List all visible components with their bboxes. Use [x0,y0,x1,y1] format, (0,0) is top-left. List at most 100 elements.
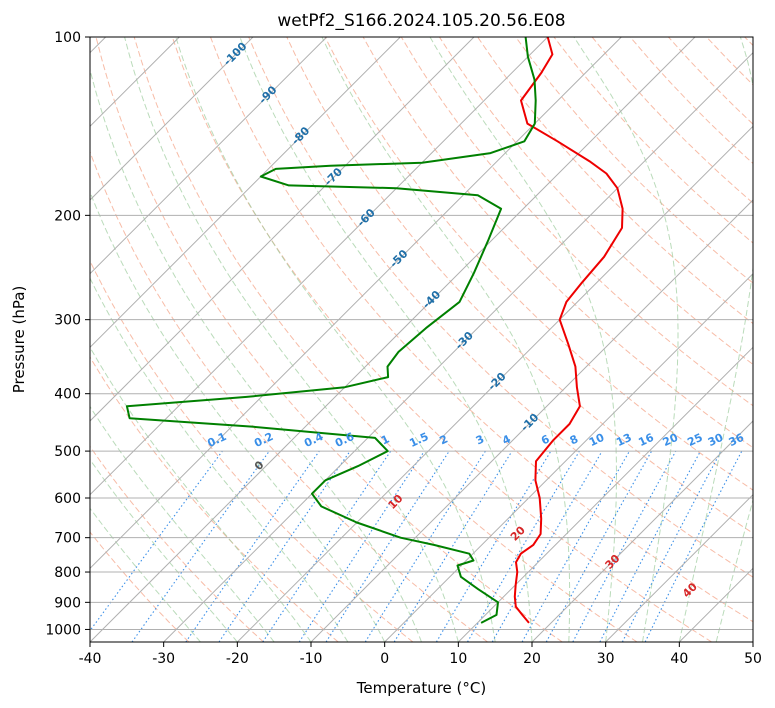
isotherm-line [752,641,753,642]
x-tick-label: -30 [152,651,175,667]
y-tick-label: 500 [54,444,81,460]
temperature-profile-line [513,37,624,624]
isotherm-line [678,567,753,642]
y-tick-label: 200 [54,208,81,224]
isotherm-line [605,493,753,642]
x-tick-label: 0 [380,651,389,667]
mixing-ratio-line [545,450,653,642]
isotherm-line [310,199,753,642]
moist-adiabat [90,458,238,642]
moist-adiabat [90,67,422,642]
moist-adiabat [90,346,312,642]
mixing-ratio-label: 16 [636,431,656,449]
mixing-ratio-label: 2 [438,432,450,447]
mixing-ratio-line [644,450,743,642]
isotherm-line [163,51,753,642]
mixing-ratio-label: 30 [706,431,726,449]
moist-adiabat-label: 40 [680,580,700,600]
isotherm-line [90,37,475,422]
mixing-ratio-label: 0.2 [252,430,275,450]
x-tick-label: 40 [670,651,688,667]
dry-adiabat [706,37,753,86]
isotherm-line [90,37,401,349]
y-tick-label: 400 [54,387,81,403]
moist-adiabat [90,507,201,642]
dry-adiabat [90,150,488,642]
dry-adiabat [95,37,563,642]
profile-lines [125,37,624,624]
isotherm-line [90,37,254,201]
mixing-ratio-label: 25 [685,431,704,449]
moist-adiabat [175,37,496,642]
mixing-ratio-line [131,450,270,642]
mixing-ratio-line [185,450,320,642]
y-tick-label: 900 [54,595,81,611]
dry-adiabat [438,37,753,366]
mixing-ratio-label: 1.5 [407,430,430,450]
moist-adiabat-label: 10 [386,492,406,512]
dry-adiabat [515,37,753,284]
isotherm-line [90,37,549,496]
moist-adiabat-label: 0 [252,458,267,473]
dry-adiabat [744,37,753,47]
mixing-ratio-line [572,450,677,642]
moist-adiabat [678,37,753,642]
mixing-ratio-label: 3 [474,432,486,447]
mixing-ratio-line [90,450,223,632]
isotherm-line [236,125,753,642]
dewpoint-profile-line [125,37,537,624]
x-tick-label: -10 [300,651,323,667]
dry-adiabat [668,37,753,125]
mixing-ratio-label: 13 [614,431,633,449]
y-axis-title: Pressure (hPa) [10,286,28,394]
mixing-ratio-line [325,450,450,642]
mixing-ratio-line [521,450,630,642]
axes: -40 -30 -20 -10 0 10 20 30 40 5010020030040050060… [45,30,762,667]
moist-adiabat [90,405,275,642]
mixing-ratio-label: 4 [500,432,513,447]
y-tick-label: 300 [54,313,81,329]
dry-adiabat [210,37,753,623]
dry-adiabat [90,445,264,642]
dry-adiabat [591,37,753,204]
isotherm-line [90,37,328,275]
moist-adiabat [90,190,386,642]
y-tick-label: 800 [54,565,81,581]
x-tick-label: 30 [597,651,615,667]
isotherm-line [90,37,696,642]
moist-adiabat [124,37,459,642]
chart-title: wetPf2_S166.2024.105.20.56.E08 [277,11,565,31]
dry-adiabat [90,259,414,642]
x-tick-label: 50 [744,651,762,667]
grid-lines [90,37,753,642]
y-tick-label: 100 [54,30,81,46]
moist-adiabat-label: 20 [508,523,528,543]
mixing-ratio-line [218,450,351,642]
plot-frame [89,36,754,643]
background-reference-lines [90,37,753,642]
x-axis-title: Temperature (°C) [356,679,486,697]
isotherm-line [457,346,753,642]
moist-adiabat [573,37,679,642]
moist-adiabat [321,37,571,642]
mixing-ratio-label: 10 [587,431,607,449]
moist-adiabat [239,37,533,642]
dry-adiabat [400,37,753,407]
mixing-ratio-line [467,450,580,642]
x-tick-label: -20 [226,651,249,667]
dry-adiabat [248,37,753,578]
mixing-ratio-label: 0.6 [333,430,356,450]
mixing-ratio-line [298,450,425,642]
y-tick-label: 600 [54,491,81,507]
x-tick-label: -40 [79,651,102,667]
isotherm-line [90,37,622,570]
dry-adiabat [90,356,339,642]
mixing-ratio-line [393,450,513,642]
moist-adiabat [715,498,753,642]
x-tick-label: 20 [523,651,541,667]
dry-adiabat [133,37,638,642]
moist-adiabat [90,277,349,642]
mixing-ratio-line [262,450,392,642]
x-tick-label: 10 [449,651,467,667]
